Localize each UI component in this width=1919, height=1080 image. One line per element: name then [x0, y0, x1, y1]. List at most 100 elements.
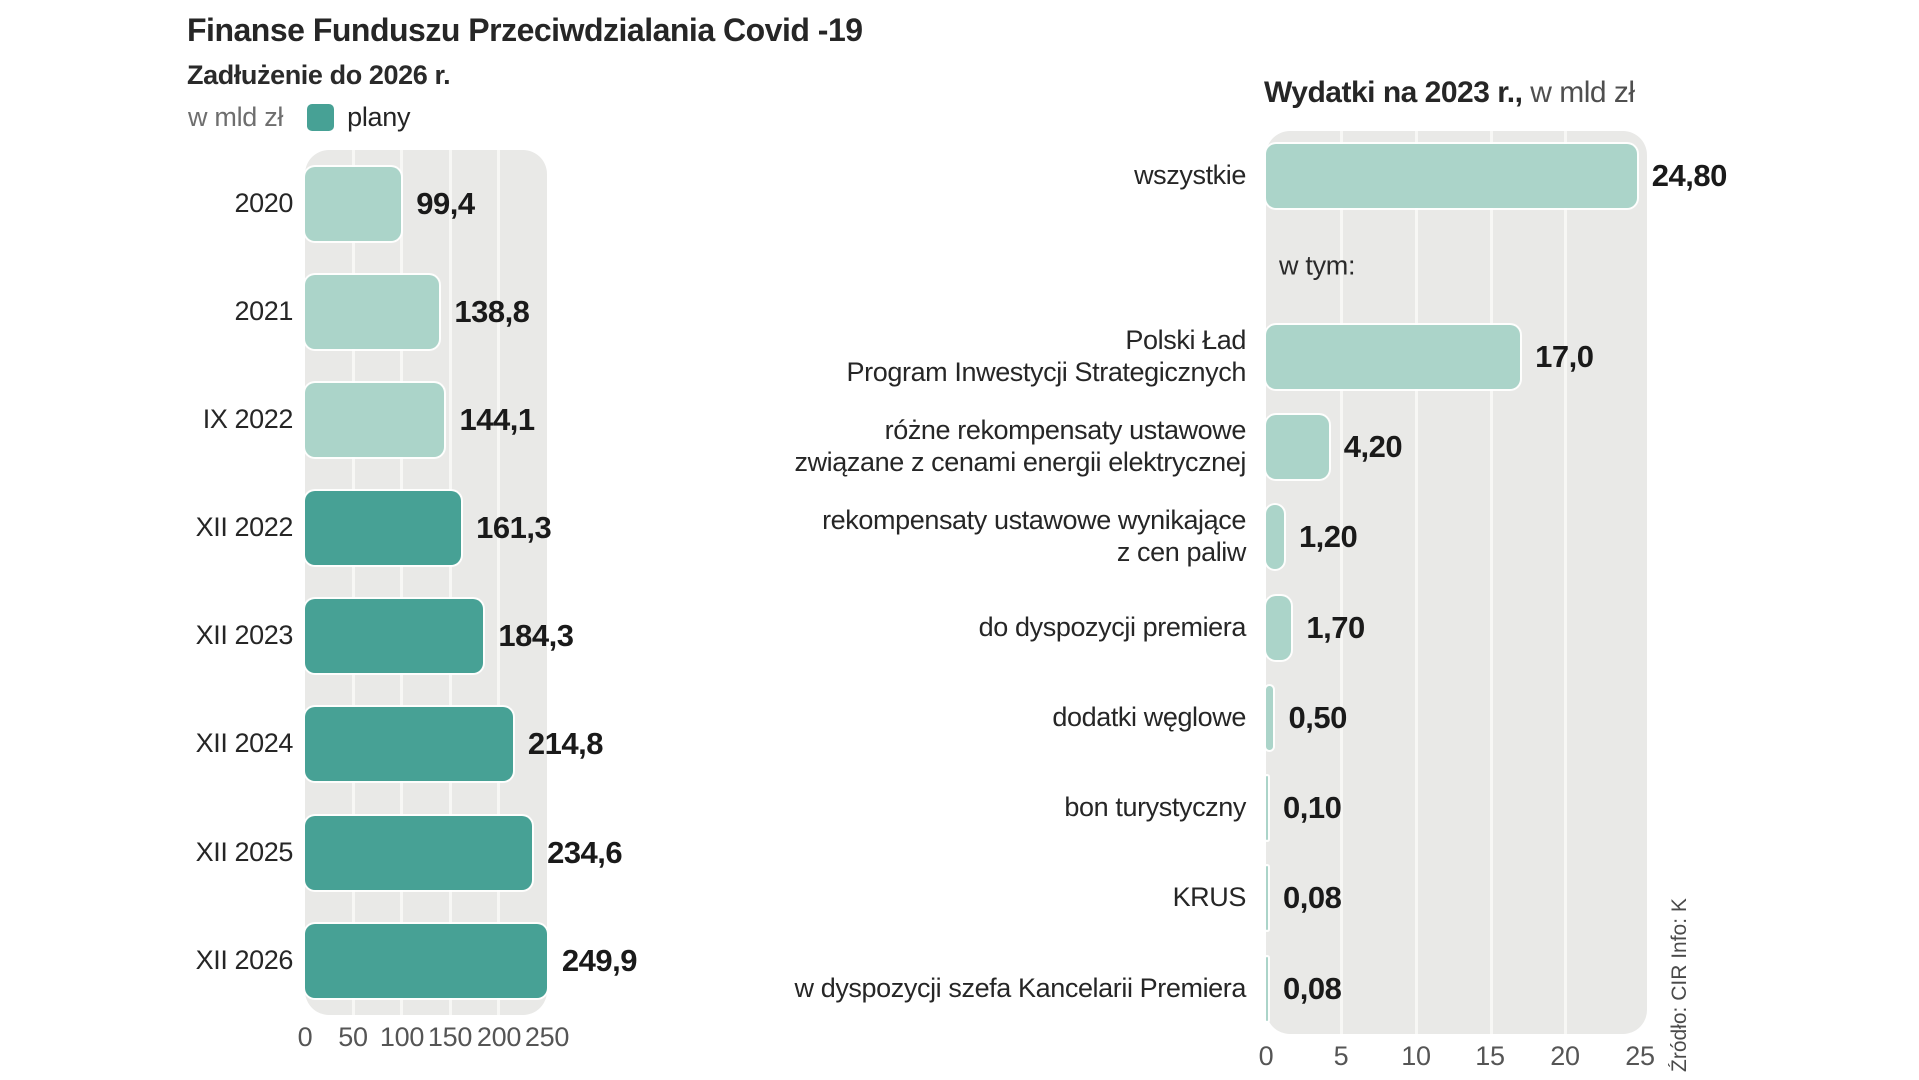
bar-group: 0,10	[1266, 776, 1342, 840]
gridline-100	[400, 150, 403, 1015]
category-label: XII 2023	[195, 620, 294, 651]
gridline-150	[449, 150, 452, 1015]
value-label: 0,10	[1283, 790, 1342, 825]
right-chart-title-bold: Wydatki na 2023 r.,	[1264, 76, 1523, 109]
chart-row: w dyspozycji szefa Kancelarii Premiera 0…	[0, 944, 1919, 1034]
bar-group: 0,08	[1266, 866, 1342, 930]
value-label: 0,50	[1288, 700, 1347, 735]
x-axis-tick: 20	[1550, 1041, 1580, 1071]
debt-bar	[305, 599, 484, 673]
bar-group: 234,6	[305, 816, 623, 890]
x-axis-tick: 25	[1625, 1041, 1655, 1071]
x-axis-tick: 0	[297, 1022, 313, 1052]
value-label: 144,1	[459, 402, 535, 437]
expense-bar	[1266, 325, 1521, 389]
category-label: KRUS	[1172, 882, 1247, 913]
expense-bar	[1266, 776, 1268, 840]
subgroup-label: w tym:	[1279, 250, 1356, 281]
value-label: 214,8	[527, 726, 604, 761]
chart-row: IX 2022 144,1	[0, 366, 1919, 474]
gridline-200	[497, 150, 500, 1015]
subgroup-row: w tym:	[0, 221, 1919, 311]
chart-row: do dyspozycji premiera 1,70	[0, 583, 1919, 673]
debt-bar	[305, 924, 547, 998]
chart-row: 2020 99,4	[0, 150, 1919, 258]
bar-group: 1,20	[1266, 505, 1358, 569]
bar-group: 214,8	[305, 707, 604, 781]
category-label: 2021	[234, 296, 294, 327]
debt-bar	[305, 167, 402, 241]
x-axis-tick: 0	[1258, 1041, 1274, 1071]
category-label: XII 2024	[195, 728, 294, 759]
x-axis-tick: 200	[476, 1022, 522, 1052]
left-chart-legend: w mld zł plany	[188, 100, 410, 134]
x-axis-tick: 250	[524, 1022, 570, 1052]
chart-row: różne rekompensaty ustawowe związane z c…	[0, 402, 1919, 492]
category-label: XII 2025	[195, 837, 294, 868]
expense-bar	[1266, 505, 1284, 569]
chart-row: bon turystyczny 0,10	[0, 763, 1919, 853]
bar-group: 0,50	[1266, 686, 1347, 750]
chart-row: XII 2024 214,8	[0, 690, 1919, 798]
x-axis-tick: 15	[1475, 1041, 1505, 1071]
debt-bar	[305, 275, 440, 349]
right-chart-title-unit: w mld zł	[1522, 76, 1635, 109]
value-label: 4,20	[1343, 429, 1403, 464]
chart-row: KRUS 0,08	[0, 853, 1919, 943]
category-label: dodatki węglowe	[1052, 702, 1246, 733]
chart-row: XII 2023 184,3	[0, 582, 1919, 690]
bar-group: 249,9	[305, 924, 637, 998]
chart-row: rekompensaty ustawowe wynikające z cen p…	[0, 492, 1919, 582]
category-label: do dyspozycji premiera	[978, 612, 1247, 643]
gridline-10	[1415, 131, 1418, 1034]
bar-group: 99,4	[305, 167, 475, 241]
debt-bar	[305, 707, 513, 781]
bar-group: 161,3	[305, 491, 552, 565]
expense-bar	[1266, 596, 1292, 660]
x-axis-tick: 50	[338, 1022, 368, 1052]
x-axis-tick: 10	[1401, 1041, 1431, 1071]
bar-group: 184,3	[305, 599, 574, 673]
bar-group: 144,1	[305, 383, 535, 457]
category-label: różne rekompensaty ustawowe związane z c…	[794, 415, 1246, 477]
value-label: 0,08	[1283, 880, 1342, 915]
category-label: bon turystyczny	[1064, 792, 1246, 823]
x-axis-tick: 5	[1333, 1041, 1349, 1071]
expense-bar	[1266, 866, 1268, 930]
x-axis-tick: 150	[427, 1022, 473, 1052]
chart-row: XII 2026 249,9	[0, 907, 1919, 1015]
debt-bar	[305, 383, 445, 457]
legend-swatch-plan	[307, 103, 335, 131]
category-label: w dyspozycji szefa Kancelarii Premiera	[794, 973, 1247, 1004]
chart-row: wszystkie 24,80	[0, 131, 1919, 221]
debt-bar	[305, 816, 533, 890]
chart-row: Polski Ład Program Inwestycji Strategicz…	[0, 312, 1919, 402]
chart-row: 2021 138,8	[0, 258, 1919, 366]
value-label: 234,6	[547, 835, 623, 870]
chart-row: dodatki węglowe 0,50	[0, 673, 1919, 763]
debt-bar	[305, 491, 462, 565]
value-label: 17,0	[1535, 339, 1594, 374]
page-title: Finanse Funduszu Przeciwdzialania Covid …	[187, 12, 863, 48]
left-chart-title: Zadłużenie do 2026 r.	[187, 60, 451, 90]
bar-group: 138,8	[305, 275, 530, 349]
category-label: wszystkie	[1134, 160, 1246, 191]
chart-row: XII 2025 234,6	[0, 799, 1919, 907]
expense-bar	[1266, 686, 1274, 750]
category-label: IX 2022	[202, 404, 294, 435]
gridline-5	[1340, 131, 1343, 1034]
chart-row: XII 2022 161,3	[0, 474, 1919, 582]
gridline-15	[1490, 131, 1493, 1034]
value-label: 249,9	[561, 943, 638, 978]
bar-group: 24,80	[1266, 144, 1727, 208]
right-chart-title: Wydatki na 2023 r., w mld zł	[1264, 76, 1635, 110]
value-label: 1,70	[1306, 610, 1365, 645]
right-plot-area	[1266, 131, 1647, 1034]
expense-bar	[1266, 957, 1268, 1021]
bar-group: 1,70	[1266, 596, 1365, 660]
legend-label-plan: plany	[347, 101, 411, 132]
value-label: 99,4	[416, 186, 475, 221]
bar-group: 4,20	[1266, 415, 1403, 479]
x-axis-tick: 100	[379, 1022, 425, 1052]
